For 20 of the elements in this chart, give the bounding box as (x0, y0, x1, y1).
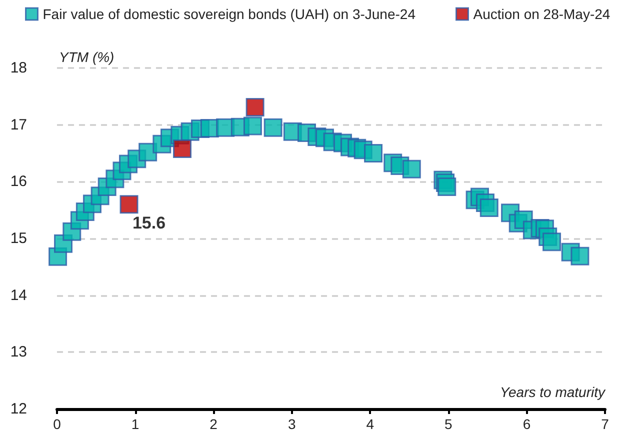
data-label: 15.6 (132, 214, 166, 233)
x-tick-label: 7 (601, 416, 610, 432)
x-tick-label: 6 (522, 416, 531, 432)
x-tick-label: 3 (288, 416, 296, 432)
y-tick-label: 18 (10, 60, 27, 76)
y-tick-label: 16 (10, 173, 27, 190)
y-tick-label: 13 (10, 344, 27, 361)
x-tick-label: 2 (210, 416, 218, 432)
y-tick-label: 15 (10, 230, 27, 247)
x-axis-title: Years to maturity (500, 384, 606, 400)
x-tick-label: 5 (444, 416, 453, 432)
x-tick-label: 0 (53, 416, 62, 432)
y-tick-label: 12 (10, 400, 27, 418)
legend-label: Auction on 28-May-24 (473, 6, 610, 22)
y-tick-label: 14 (10, 286, 27, 304)
y-axis-title: YTM (%) (59, 49, 114, 65)
y-tick-label: 17 (10, 116, 27, 134)
x-tick-label: 4 (366, 416, 374, 432)
x-tick-label: 1 (131, 416, 140, 432)
legend-label: Fair value of domestic sovereign bonds (UAH) on 3-June-24 (42, 6, 416, 22)
